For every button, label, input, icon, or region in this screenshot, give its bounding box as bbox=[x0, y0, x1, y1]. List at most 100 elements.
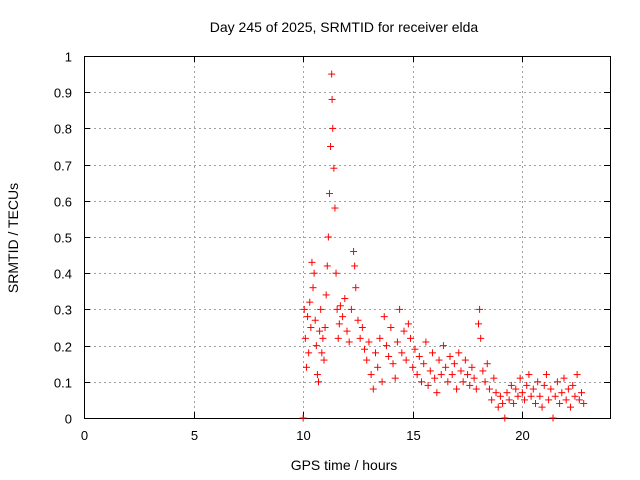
data-point bbox=[472, 385, 480, 393]
data-point bbox=[505, 396, 513, 404]
data-point bbox=[413, 371, 421, 379]
data-point bbox=[299, 414, 307, 422]
data-point bbox=[470, 374, 478, 382]
data-point bbox=[556, 400, 564, 408]
data-point bbox=[339, 313, 347, 321]
data-point bbox=[400, 327, 408, 335]
data-point bbox=[387, 324, 395, 331]
data-point bbox=[461, 356, 469, 364]
data-point bbox=[325, 190, 333, 198]
data-point bbox=[385, 352, 393, 360]
data-point bbox=[525, 371, 533, 379]
data-point bbox=[442, 363, 450, 371]
data-point bbox=[459, 378, 467, 386]
data-point bbox=[329, 124, 337, 132]
data-point bbox=[523, 381, 531, 389]
data-point bbox=[521, 396, 529, 404]
data-point bbox=[402, 356, 410, 364]
data-point bbox=[433, 389, 441, 397]
data-point bbox=[313, 371, 321, 379]
data-point bbox=[501, 414, 509, 422]
data-point bbox=[310, 269, 318, 277]
data-point bbox=[547, 385, 555, 393]
y-tick-label: 0.6 bbox=[54, 195, 72, 210]
data-point bbox=[358, 324, 366, 331]
data-point bbox=[494, 403, 502, 411]
data-point bbox=[496, 392, 504, 400]
data-point bbox=[446, 352, 454, 360]
data-point bbox=[560, 374, 568, 382]
data-point bbox=[435, 356, 443, 364]
data-point bbox=[320, 356, 328, 364]
data-point bbox=[510, 400, 518, 408]
data-point bbox=[503, 389, 511, 397]
data-point bbox=[391, 374, 399, 382]
data-point bbox=[305, 349, 313, 357]
data-point bbox=[428, 349, 436, 357]
data-point bbox=[453, 385, 461, 393]
data-point bbox=[437, 371, 445, 379]
data-point bbox=[531, 400, 539, 408]
x-axis-label: GPS time / hours bbox=[291, 457, 398, 473]
x-tick-label: 0 bbox=[81, 428, 88, 443]
data-point bbox=[518, 389, 526, 397]
data-point bbox=[536, 392, 544, 400]
data-point bbox=[331, 204, 339, 212]
data-point bbox=[396, 305, 404, 313]
data-point bbox=[485, 385, 493, 393]
y-tick-label: 0.1 bbox=[54, 376, 72, 391]
data-point bbox=[575, 396, 583, 404]
data-point bbox=[444, 378, 452, 386]
data-point bbox=[374, 363, 382, 371]
data-point bbox=[333, 305, 341, 313]
data-point bbox=[389, 360, 397, 368]
data-point bbox=[371, 349, 379, 357]
x-tick-label: 5 bbox=[191, 428, 198, 443]
data-point bbox=[301, 334, 309, 342]
axis-ticks: 0 5 10 15 20 0 0.1 0.2 0.3 0.4 0.5 0.6 0.7 0.8 0.9 1 bbox=[54, 50, 610, 443]
data-point bbox=[356, 334, 364, 342]
data-point bbox=[369, 385, 377, 393]
grid bbox=[84, 56, 610, 418]
data-point bbox=[351, 262, 359, 270]
data-point bbox=[418, 378, 426, 386]
data-point bbox=[354, 316, 362, 324]
data-point bbox=[363, 356, 371, 364]
data-point bbox=[350, 247, 358, 255]
data-point bbox=[488, 396, 496, 404]
data-point bbox=[327, 143, 335, 150]
data-point bbox=[492, 389, 500, 397]
data-point bbox=[507, 381, 515, 389]
data-point bbox=[334, 334, 342, 342]
data-point bbox=[476, 305, 484, 313]
data-point bbox=[529, 385, 537, 393]
data-point bbox=[567, 403, 575, 411]
data-point bbox=[512, 385, 520, 393]
data-point bbox=[304, 313, 312, 321]
data-point bbox=[312, 342, 320, 350]
data-point bbox=[479, 367, 487, 375]
data-point bbox=[573, 371, 581, 379]
chart-title: Day 245 of 2025, SRMTID for receiver eld… bbox=[210, 19, 479, 35]
data-point bbox=[580, 400, 588, 408]
y-tick-label: 0.4 bbox=[54, 267, 72, 282]
data-point bbox=[407, 334, 415, 342]
data-point bbox=[549, 414, 557, 422]
data-point bbox=[483, 360, 491, 368]
data-point bbox=[306, 298, 314, 306]
data-points bbox=[299, 70, 588, 422]
data-point bbox=[426, 367, 434, 375]
data-point bbox=[376, 334, 384, 342]
data-point bbox=[347, 305, 355, 313]
data-point bbox=[398, 349, 406, 357]
data-point bbox=[315, 378, 323, 386]
data-point bbox=[475, 320, 482, 328]
data-point bbox=[424, 381, 432, 389]
data-point bbox=[361, 345, 369, 353]
data-point bbox=[571, 392, 579, 400]
data-point bbox=[309, 284, 317, 292]
data-point bbox=[335, 320, 343, 328]
data-point bbox=[538, 403, 546, 411]
